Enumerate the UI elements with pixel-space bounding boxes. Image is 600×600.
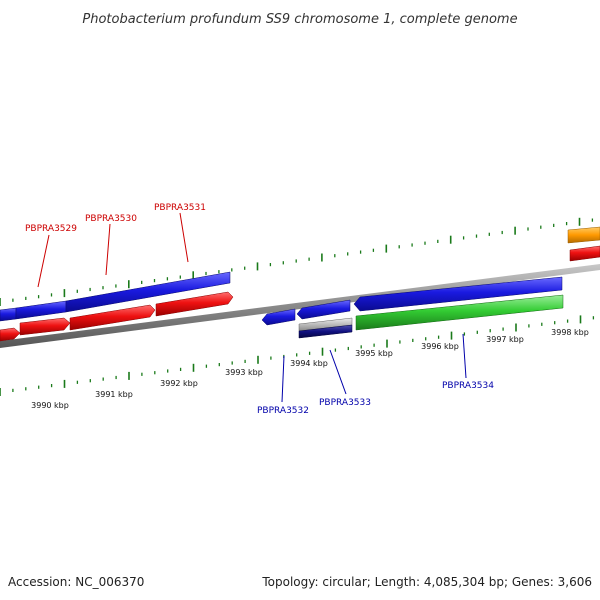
scale-tick-label: 3998 kbp	[551, 328, 589, 337]
gene-label[interactable]: PBPRA3531	[154, 203, 206, 213]
scale-tick-label: 3993 kbp	[225, 368, 263, 377]
gene-arrow-blue[interactable]	[296, 299, 351, 320]
gene-block-blue[interactable]	[15, 300, 67, 320]
gene-block-blue[interactable]	[0, 307, 17, 322]
gene-arrow-red[interactable]	[0, 327, 21, 342]
scale-tick-label: 3996 kbp	[421, 342, 459, 351]
gene-arrow-red[interactable]	[69, 304, 156, 331]
reverse-strand-features	[261, 276, 564, 339]
scale-tick-label: 3992 kbp	[160, 379, 198, 388]
forward-strand-features	[0, 271, 234, 342]
gene-block-red[interactable]	[569, 245, 600, 262]
accession-text: Accession: NC_006370	[8, 575, 144, 589]
map-title: Photobacterium profundum SS9 chromosome …	[82, 12, 517, 27]
gene-labels: PBPRA3529 PBPRA3530 PBPRA3531 PBPRA3532 …	[25, 203, 494, 416]
gene-arrow-red[interactable]	[19, 317, 71, 336]
scale-tick-label: 3994 kbp	[290, 359, 328, 368]
scale-labels: 3990 kbp 3991 kbp 3992 kbp 3993 kbp 3994…	[31, 328, 589, 410]
genome-backbone	[0, 264, 600, 348]
lower-tick-line	[0, 315, 595, 396]
gene-label-leaders	[37, 212, 467, 403]
gene-arrow-blue[interactable]	[261, 308, 296, 326]
gene-block-green[interactable]	[355, 294, 564, 331]
leader-line	[329, 349, 347, 395]
leader-line	[105, 223, 111, 276]
scale-tick-label: 3991 kbp	[95, 390, 133, 399]
gene-block-navy[interactable]	[298, 324, 353, 339]
topology-text: Topology: circular; Length: 4,085,304 bp…	[261, 575, 592, 589]
gene-label[interactable]: PBPRA3529	[25, 224, 77, 234]
leader-line	[179, 212, 189, 263]
leader-line	[462, 333, 467, 379]
gene-arrow-blue[interactable]	[353, 276, 563, 312]
gene-block-orange[interactable]	[567, 226, 600, 244]
gene-label[interactable]: PBPRA3534	[442, 381, 494, 391]
gene-arrow-red[interactable]	[155, 291, 234, 317]
scale-tick-label: 3990 kbp	[31, 401, 69, 410]
gene-label[interactable]: PBPRA3530	[85, 214, 137, 224]
upper-tick-line	[0, 217, 594, 306]
far-right-features	[567, 226, 600, 262]
gene-label[interactable]: PBPRA3533	[319, 398, 371, 408]
gene-block-blue[interactable]	[65, 271, 231, 313]
scale-tick-label: 3997 kbp	[486, 335, 524, 344]
gene-label[interactable]: PBPRA3532	[257, 406, 309, 416]
leader-line	[37, 234, 50, 288]
scale-tick-label: 3995 kbp	[355, 349, 393, 358]
leader-line	[281, 355, 285, 403]
